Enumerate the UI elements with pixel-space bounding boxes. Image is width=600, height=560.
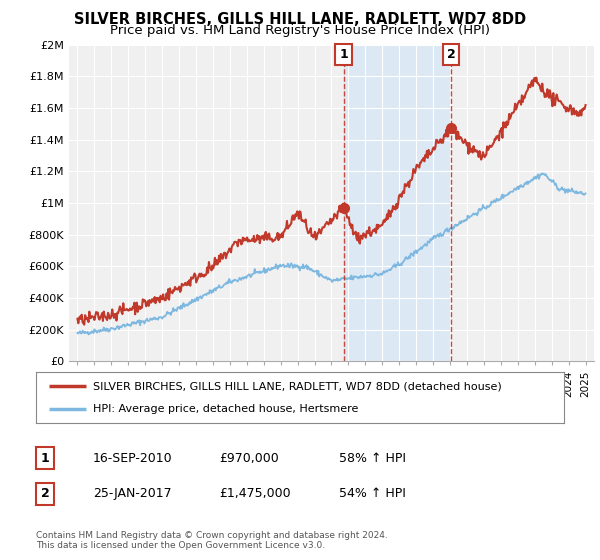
Text: 16-SEP-2010: 16-SEP-2010 — [93, 451, 173, 465]
Text: £1,475,000: £1,475,000 — [219, 487, 290, 501]
Text: 2: 2 — [41, 487, 49, 501]
Text: Price paid vs. HM Land Registry's House Price Index (HPI): Price paid vs. HM Land Registry's House … — [110, 24, 490, 37]
Text: 54% ↑ HPI: 54% ↑ HPI — [339, 487, 406, 501]
Text: 25-JAN-2017: 25-JAN-2017 — [93, 487, 172, 501]
Text: Contains HM Land Registry data © Crown copyright and database right 2024.
This d: Contains HM Land Registry data © Crown c… — [36, 531, 388, 550]
Text: 2: 2 — [447, 48, 455, 61]
Text: £970,000: £970,000 — [219, 451, 279, 465]
Bar — [344, 45, 451, 361]
Text: 58% ↑ HPI: 58% ↑ HPI — [339, 451, 406, 465]
Text: 1: 1 — [339, 48, 348, 61]
Text: SILVER BIRCHES, GILLS HILL LANE, RADLETT, WD7 8DD (detached house): SILVER BIRCHES, GILLS HILL LANE, RADLETT… — [93, 381, 502, 391]
Text: 1: 1 — [41, 451, 49, 465]
Text: SILVER BIRCHES, GILLS HILL LANE, RADLETT, WD7 8DD: SILVER BIRCHES, GILLS HILL LANE, RADLETT… — [74, 12, 526, 27]
Text: HPI: Average price, detached house, Hertsmere: HPI: Average price, detached house, Hert… — [93, 404, 358, 414]
